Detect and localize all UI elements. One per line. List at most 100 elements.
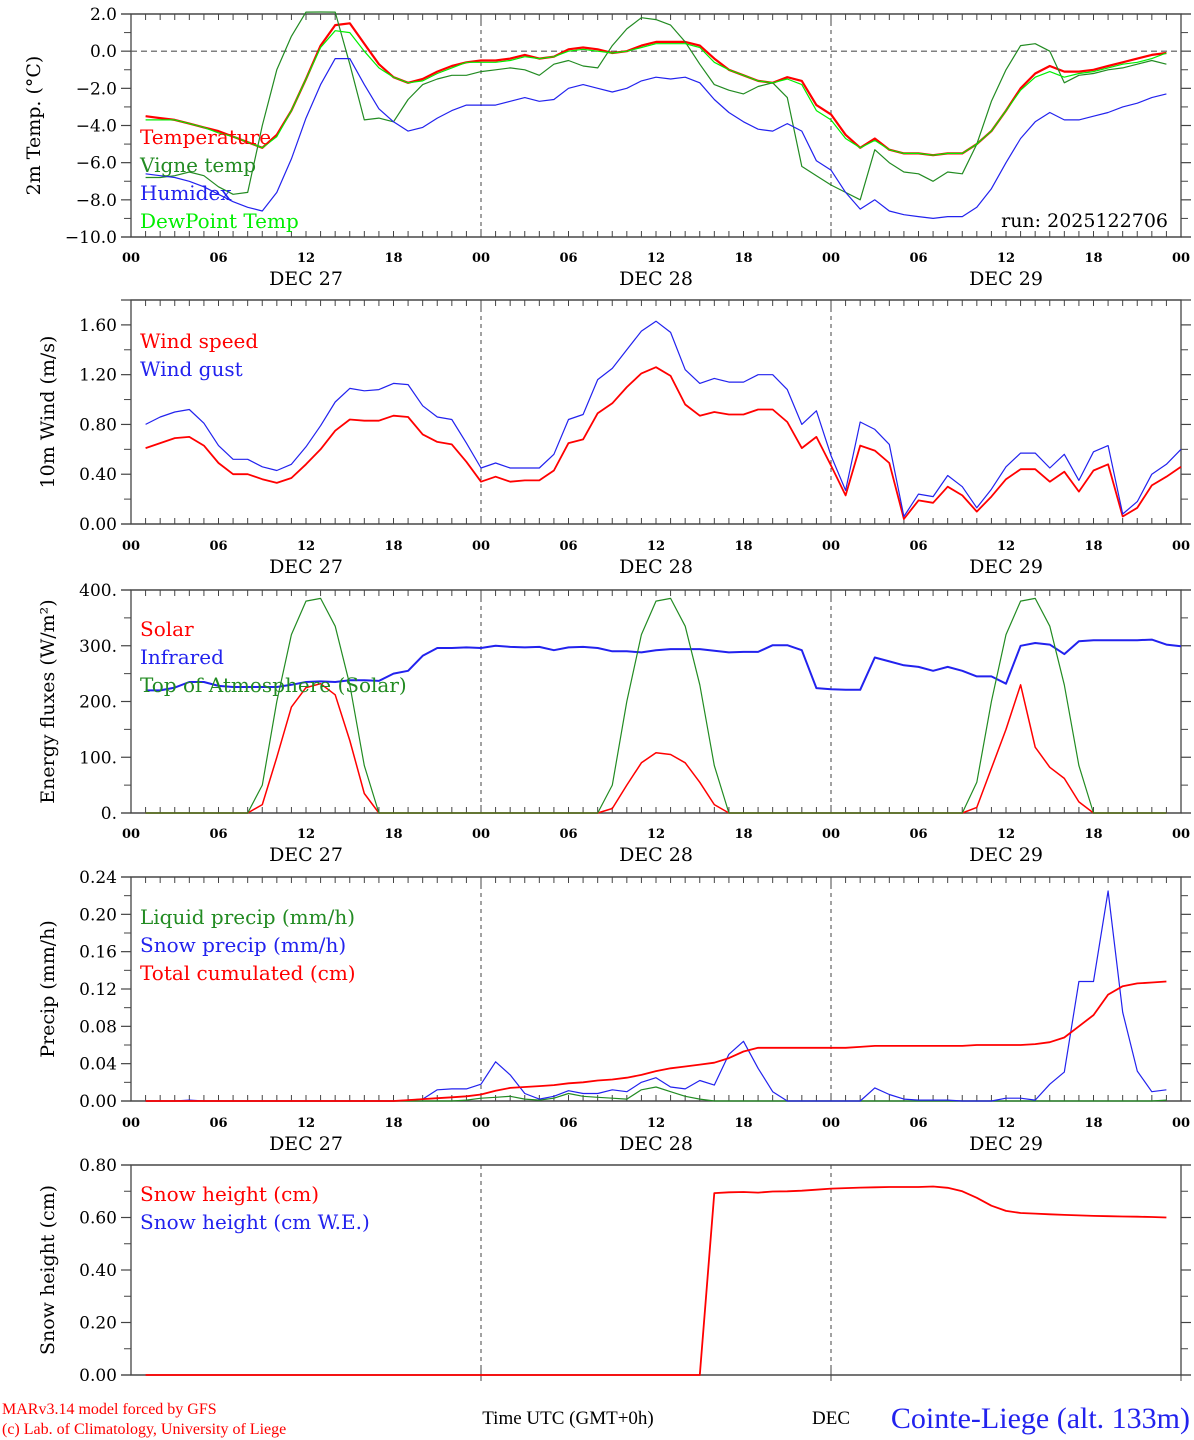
- series-line-vigne-temp: [145, 11, 1167, 201]
- x-tick-label: 06: [209, 251, 227, 266]
- x-tick-label: 18: [1084, 539, 1102, 554]
- x-tick-label: 18: [384, 539, 402, 554]
- x-tick-label: 12: [297, 539, 315, 554]
- y-tick-label: 0.0: [90, 42, 117, 62]
- legend-entry: Temperature: [140, 125, 271, 149]
- legend-entry: Humidex: [140, 181, 232, 205]
- y-tick-label: −8.0: [76, 191, 117, 211]
- y-axis-label: Energy fluxes (W/m²): [37, 599, 59, 803]
- x-tick-label: 00: [122, 827, 140, 842]
- plot-frame: [130, 13, 1182, 238]
- x-tick-label: 18: [384, 251, 402, 266]
- y-tick-label: 1.60: [79, 316, 117, 336]
- y-tick-label: 0.40: [79, 465, 117, 485]
- x-tick-label: 06: [909, 1116, 927, 1131]
- x-tick-label: 12: [647, 539, 665, 554]
- x-tick-label: 00: [822, 251, 840, 266]
- date-label: DEC 29: [969, 556, 1043, 578]
- date-label: DEC 27: [269, 268, 343, 290]
- x-tick-label: 06: [909, 251, 927, 266]
- x-tick-label: 06: [209, 827, 227, 842]
- x-tick-label: 00: [472, 251, 490, 266]
- y-tick-label: 400.: [79, 581, 117, 601]
- footer-station: Cointe-Liege (alt. 133m): [891, 1402, 1190, 1435]
- series-line-temperature: [145, 22, 1167, 157]
- x-tick-label: 18: [1084, 827, 1102, 842]
- series-line-snow-height-cm-: [145, 1185, 1167, 1376]
- y-tick-label: −2.0: [76, 79, 117, 99]
- y-axis-label: 2m Temp. (°C): [23, 56, 45, 196]
- x-tick-label: 06: [209, 1116, 227, 1131]
- legend-entry: Infrared: [140, 645, 224, 669]
- x-tick-label: 18: [734, 827, 752, 842]
- x-tick-label: 06: [909, 827, 927, 842]
- x-tick-label: 12: [997, 251, 1015, 266]
- y-axis-label: 10m Wind (m/s): [37, 336, 59, 489]
- legend-entry: Solar: [140, 617, 194, 641]
- series-line-solar: [145, 682, 1167, 814]
- x-tick-label: 12: [647, 827, 665, 842]
- date-label: DEC 29: [969, 268, 1043, 290]
- x-tick-label: 00: [1172, 539, 1190, 554]
- legend-entry: Snow height (cm): [140, 1182, 319, 1206]
- footer-model-line: MARv3.14 model forced by GFS: [2, 1401, 217, 1418]
- y-tick-label: 0.04: [79, 1055, 117, 1075]
- x-tick-label: 06: [909, 539, 927, 554]
- x-tick-label: 06: [559, 539, 577, 554]
- x-tick-label: 06: [559, 1116, 577, 1131]
- panel-temp: 2.0 0.0 −2.0 −4.0 −6.0 −8.0 −10.0 2m Temp. (°C)…: [23, 5, 1191, 290]
- x-tick-label: 00: [122, 1116, 140, 1131]
- legend-entry: DewPoint Temp: [140, 209, 299, 233]
- panel-precip: 0.24 0.20 0.16 0.12 0.08 0.04 0.00 Precip (mm/h…: [37, 868, 1191, 1155]
- panel-snow: 0.80 0.60 0.40 0.20 0.00 Snow height (cm) Snow…: [37, 1156, 1191, 1386]
- x-tick-label: 18: [384, 827, 402, 842]
- y-axis-label: Precip (mm/h): [37, 920, 59, 1058]
- x-tick-label: 12: [647, 251, 665, 266]
- legend-entry: Liquid precip (mm/h): [140, 905, 355, 929]
- y-tick-label: 0.00: [79, 1092, 117, 1112]
- x-tick-label: 12: [297, 1116, 315, 1131]
- footer-overlap-text: DEC: [812, 1408, 850, 1429]
- series-line-top-of-atmosphere-solar-: [145, 597, 1167, 814]
- y-tick-label: 0.60: [79, 1209, 117, 1229]
- y-tick-label: 0.12: [79, 980, 117, 1000]
- y-tick-label: 200.: [79, 693, 117, 713]
- date-label: DEC 28: [619, 556, 693, 578]
- x-tick-label: 12: [997, 1116, 1015, 1131]
- series-line-total-cumulated-cm-: [145, 980, 1167, 1102]
- plot-frame: [130, 589, 1182, 814]
- date-label: DEC 28: [619, 844, 693, 866]
- x-tick-label: 18: [734, 251, 752, 266]
- series-line-infrared: [145, 638, 1182, 692]
- y-axis-label: Snow height (cm): [37, 1185, 59, 1355]
- x-tick-label: 00: [1172, 1116, 1190, 1131]
- x-tick-label: 00: [472, 539, 490, 554]
- series-line-wind-gust: [145, 320, 1182, 518]
- x-tick-label: 00: [822, 1116, 840, 1131]
- y-tick-label: 0.40: [79, 1261, 117, 1281]
- x-tick-label: 00: [122, 251, 140, 266]
- y-tick-label: 2.0: [90, 5, 117, 25]
- y-tick-label: 0.: [101, 804, 117, 824]
- y-tick-label: −6.0: [76, 154, 117, 174]
- x-tick-label: 18: [1084, 1116, 1102, 1131]
- y-tick-label: 0.20: [79, 1314, 117, 1334]
- y-tick-label: 0.80: [79, 1156, 117, 1176]
- x-tick-label: 12: [297, 827, 315, 842]
- date-label: DEC 27: [269, 556, 343, 578]
- legend-entry: Vigne temp: [139, 153, 256, 177]
- x-tick-label: 00: [1172, 251, 1190, 266]
- y-tick-label: 0.00: [79, 515, 117, 535]
- x-tick-label: 12: [297, 251, 315, 266]
- x-tick-label: 12: [647, 1116, 665, 1131]
- legend-entry: Wind gust: [140, 357, 243, 381]
- y-tick-label: 1.20: [79, 366, 117, 386]
- date-label: DEC 27: [269, 844, 343, 866]
- x-tick-label: 18: [384, 1116, 402, 1131]
- y-tick-label: 0.20: [79, 905, 117, 925]
- footer-xaxis-title: Time UTC (GMT+0h): [482, 1408, 654, 1429]
- legend-entry: Total cumulated (cm): [140, 961, 356, 985]
- x-tick-label: 00: [822, 539, 840, 554]
- x-tick-label: 00: [822, 827, 840, 842]
- y-tick-label: −4.0: [76, 117, 117, 137]
